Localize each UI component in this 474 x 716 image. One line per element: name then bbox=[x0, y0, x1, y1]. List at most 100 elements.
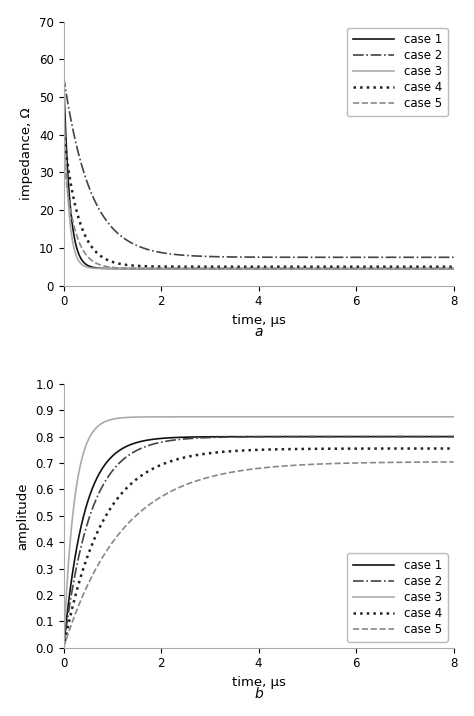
Legend: case 1, case 2, case 3, case 4, case 5: case 1, case 2, case 3, case 4, case 5 bbox=[347, 28, 448, 116]
case 1 bbox=[382, 432, 387, 441]
case 4 bbox=[210, 263, 216, 271]
case 5 bbox=[352, 264, 357, 273]
Line: case 5: case 5 bbox=[64, 155, 454, 268]
case 5 bbox=[451, 264, 456, 273]
Line: case 1: case 1 bbox=[64, 72, 454, 268]
case 2 bbox=[382, 253, 387, 261]
case 2 bbox=[314, 253, 320, 261]
Legend: case 1, case 2, case 3, case 4, case 5: case 1, case 2, case 3, case 4, case 5 bbox=[347, 553, 448, 642]
Line: case 4: case 4 bbox=[64, 131, 454, 267]
case 3 bbox=[382, 264, 387, 273]
case 1 bbox=[295, 264, 301, 273]
Y-axis label: impedance, Ω: impedance, Ω bbox=[20, 107, 33, 200]
case 1 bbox=[210, 432, 216, 441]
case 5 bbox=[61, 151, 66, 160]
Line: case 1: case 1 bbox=[64, 437, 454, 648]
case 1 bbox=[132, 264, 137, 273]
case 1 bbox=[61, 68, 66, 77]
case 2 bbox=[132, 240, 137, 248]
case 5 bbox=[382, 264, 387, 273]
case 2 bbox=[352, 432, 357, 441]
case 2 bbox=[314, 432, 320, 441]
X-axis label: time, μs: time, μs bbox=[232, 676, 285, 689]
case 3 bbox=[295, 412, 301, 421]
case 1 bbox=[314, 432, 320, 441]
case 3 bbox=[352, 412, 357, 421]
case 3 bbox=[352, 264, 357, 273]
X-axis label: time, μs: time, μs bbox=[232, 314, 285, 327]
case 5 bbox=[382, 458, 387, 467]
case 2 bbox=[451, 253, 456, 261]
case 1 bbox=[314, 264, 320, 273]
case 4 bbox=[352, 445, 357, 453]
case 4 bbox=[61, 127, 66, 135]
case 5 bbox=[210, 264, 216, 273]
case 5 bbox=[314, 264, 320, 273]
case 5 bbox=[132, 513, 137, 521]
case 4 bbox=[314, 263, 320, 271]
case 3 bbox=[61, 644, 66, 652]
case 2 bbox=[61, 72, 66, 81]
case 4 bbox=[295, 263, 301, 271]
case 5 bbox=[451, 264, 456, 273]
case 4 bbox=[451, 444, 456, 453]
Text: a: a bbox=[255, 325, 263, 339]
case 3 bbox=[295, 264, 301, 273]
Line: case 5: case 5 bbox=[64, 462, 454, 648]
case 3 bbox=[132, 413, 137, 422]
case 2 bbox=[210, 433, 216, 442]
case 4 bbox=[61, 644, 66, 652]
case 4 bbox=[295, 445, 301, 453]
case 3 bbox=[451, 264, 456, 273]
case 5 bbox=[352, 459, 357, 468]
case 1 bbox=[61, 644, 66, 652]
case 3 bbox=[61, 91, 66, 100]
Line: case 4: case 4 bbox=[64, 448, 454, 648]
Y-axis label: amplitude: amplitude bbox=[17, 482, 30, 550]
case 3 bbox=[450, 412, 456, 421]
case 1 bbox=[295, 432, 301, 441]
Line: case 2: case 2 bbox=[64, 77, 454, 257]
case 2 bbox=[451, 432, 456, 441]
case 4 bbox=[382, 263, 387, 271]
case 5 bbox=[314, 460, 320, 468]
case 5 bbox=[61, 644, 66, 652]
case 1 bbox=[352, 432, 357, 441]
case 2 bbox=[382, 432, 387, 441]
case 4 bbox=[132, 261, 137, 270]
case 3 bbox=[210, 412, 216, 421]
case 4 bbox=[382, 444, 387, 453]
case 1 bbox=[382, 264, 387, 273]
Line: case 3: case 3 bbox=[64, 417, 454, 648]
Line: case 3: case 3 bbox=[64, 95, 454, 268]
case 2 bbox=[61, 644, 66, 652]
case 1 bbox=[352, 264, 357, 273]
case 1 bbox=[210, 264, 216, 273]
case 1 bbox=[291, 264, 296, 273]
case 4 bbox=[451, 263, 456, 271]
Line: case 2: case 2 bbox=[64, 437, 454, 648]
case 1 bbox=[451, 264, 456, 273]
case 3 bbox=[314, 264, 320, 273]
case 4 bbox=[210, 448, 216, 457]
case 5 bbox=[295, 461, 301, 470]
case 3 bbox=[210, 264, 216, 273]
case 2 bbox=[295, 432, 301, 441]
case 5 bbox=[451, 458, 456, 466]
case 5 bbox=[210, 472, 216, 480]
case 3 bbox=[132, 264, 137, 273]
case 3 bbox=[252, 264, 257, 273]
case 3 bbox=[451, 412, 456, 421]
Text: b: b bbox=[254, 687, 263, 702]
case 2 bbox=[352, 253, 357, 261]
case 5 bbox=[295, 264, 301, 273]
case 4 bbox=[132, 477, 137, 485]
case 1 bbox=[451, 432, 456, 441]
case 4 bbox=[352, 263, 357, 271]
case 2 bbox=[210, 252, 216, 261]
case 2 bbox=[295, 253, 301, 261]
case 1 bbox=[132, 439, 137, 448]
case 5 bbox=[132, 264, 137, 273]
case 3 bbox=[314, 412, 320, 421]
case 2 bbox=[132, 448, 137, 456]
